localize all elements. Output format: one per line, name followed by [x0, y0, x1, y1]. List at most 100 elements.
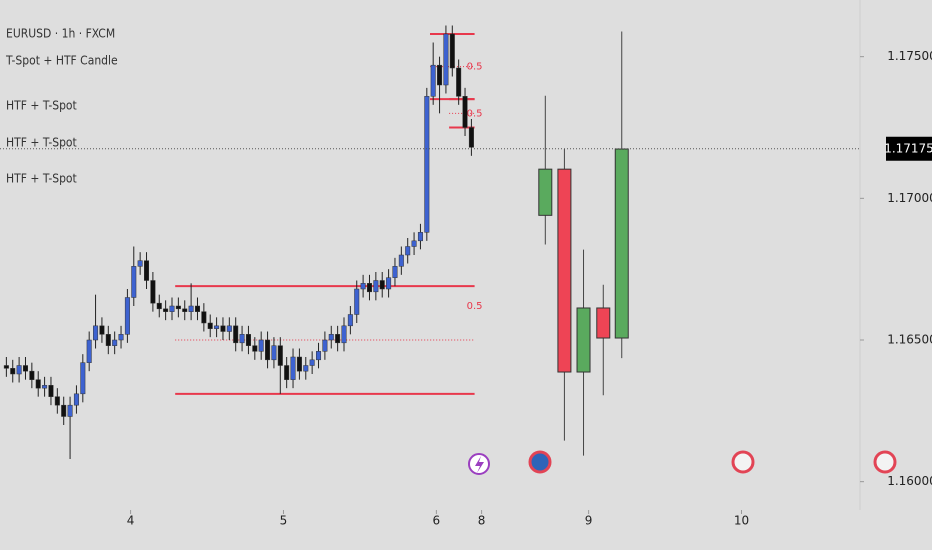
x-tick-label: 9 — [585, 514, 593, 528]
candle-body — [347, 314, 353, 327]
candle-body — [61, 404, 67, 417]
legend-line: HTF + T-Spot — [6, 99, 77, 113]
candle-body — [131, 266, 137, 298]
candle-body — [265, 339, 271, 361]
x-tick-label: 5 — [280, 514, 288, 528]
candle-body — [379, 280, 385, 290]
candle-body — [150, 280, 156, 304]
candle-body — [220, 325, 226, 332]
candle-body — [360, 283, 366, 290]
candle-body — [99, 325, 105, 335]
y-tick-label: 1.16500 — [887, 333, 932, 347]
zone-label: 0.5 — [467, 301, 483, 312]
candle-body — [328, 334, 334, 341]
x-tick-label: 10 — [734, 514, 749, 528]
candle-body — [277, 345, 283, 366]
candle-body — [35, 379, 41, 389]
zone-label: 0.5 — [467, 62, 483, 73]
candle-body — [105, 334, 111, 346]
candle-body — [290, 356, 296, 380]
candle-body — [430, 64, 436, 97]
candle-body — [169, 305, 175, 312]
candle-body — [354, 288, 360, 315]
candle-body — [576, 307, 591, 373]
candle-body — [341, 325, 347, 344]
candle-body — [67, 404, 73, 417]
candle-body — [462, 96, 468, 128]
legend-line: T-Spot + HTF Candle — [5, 54, 118, 68]
candle-body — [437, 64, 443, 86]
candle-body — [73, 393, 79, 406]
candle-body — [207, 322, 213, 329]
candle-body — [405, 246, 411, 256]
x-tick-label: 8 — [478, 514, 486, 528]
candle-body — [194, 305, 200, 312]
candle-body — [175, 305, 181, 310]
candle-body — [449, 33, 455, 69]
candle-body — [156, 302, 162, 310]
y-tick-label: 1.17000 — [887, 191, 932, 205]
candle-body — [22, 365, 28, 372]
candle-body — [417, 232, 423, 242]
candle-body — [468, 127, 474, 148]
chart-title: EURUSD · 1h · FXCM — [6, 27, 115, 41]
candle-body — [16, 365, 22, 375]
event-icon-glyph — [475, 456, 484, 473]
candle-body — [373, 280, 379, 293]
event-icon[interactable] — [528, 450, 552, 474]
y-tick-label: 1.16000 — [887, 474, 932, 488]
candle-body — [10, 368, 16, 375]
candle-body — [392, 266, 398, 278]
candle-body — [456, 67, 462, 97]
candle-body — [258, 339, 264, 352]
candle-body — [614, 148, 629, 339]
candle-body — [54, 396, 60, 406]
candle-body — [188, 305, 194, 312]
candle-body — [124, 297, 130, 335]
legend-line: HTF + T-Spot — [6, 136, 77, 150]
candle-body — [233, 325, 239, 344]
candle-body — [226, 325, 232, 332]
candle-body — [386, 277, 392, 290]
event-icon[interactable] — [731, 450, 755, 474]
event-icon[interactable] — [873, 450, 897, 474]
y-tick-label: 1.17500 — [887, 49, 932, 63]
candle-body — [144, 260, 150, 281]
candle-body — [316, 351, 322, 361]
candle-body — [366, 283, 372, 293]
candle-body — [48, 385, 54, 397]
candle-body — [239, 334, 245, 344]
candle-body — [335, 334, 341, 344]
last-price-box — [886, 136, 932, 161]
candle-body — [398, 254, 404, 267]
candle-body — [443, 33, 449, 86]
candle-body — [3, 365, 9, 369]
candle-body — [182, 308, 188, 312]
candle-body — [163, 308, 169, 312]
candle-body — [284, 365, 290, 380]
zone-label: 0.5 — [467, 108, 483, 119]
candle-body — [322, 339, 328, 352]
last-price-label: 1.17175 — [884, 141, 932, 155]
candle-body — [538, 168, 553, 216]
candle-body — [29, 370, 35, 380]
x-tick-label: 4 — [127, 514, 135, 528]
candle-body — [303, 365, 309, 372]
candle-body — [411, 240, 417, 247]
candle-body — [271, 345, 277, 361]
event-icons[interactable] — [468, 450, 897, 475]
candle-body — [296, 356, 302, 372]
candle-body — [596, 307, 611, 339]
candle-body — [42, 385, 48, 389]
x-tick-label: 6 — [433, 514, 441, 528]
candle-body — [93, 325, 99, 341]
candle-body — [309, 359, 315, 366]
candle-body — [80, 362, 86, 395]
candle-body — [245, 334, 251, 346]
candle-body — [201, 311, 207, 324]
candle-body — [557, 168, 572, 373]
legend-line: HTF + T-Spot — [6, 172, 77, 186]
candle-body — [112, 339, 118, 346]
